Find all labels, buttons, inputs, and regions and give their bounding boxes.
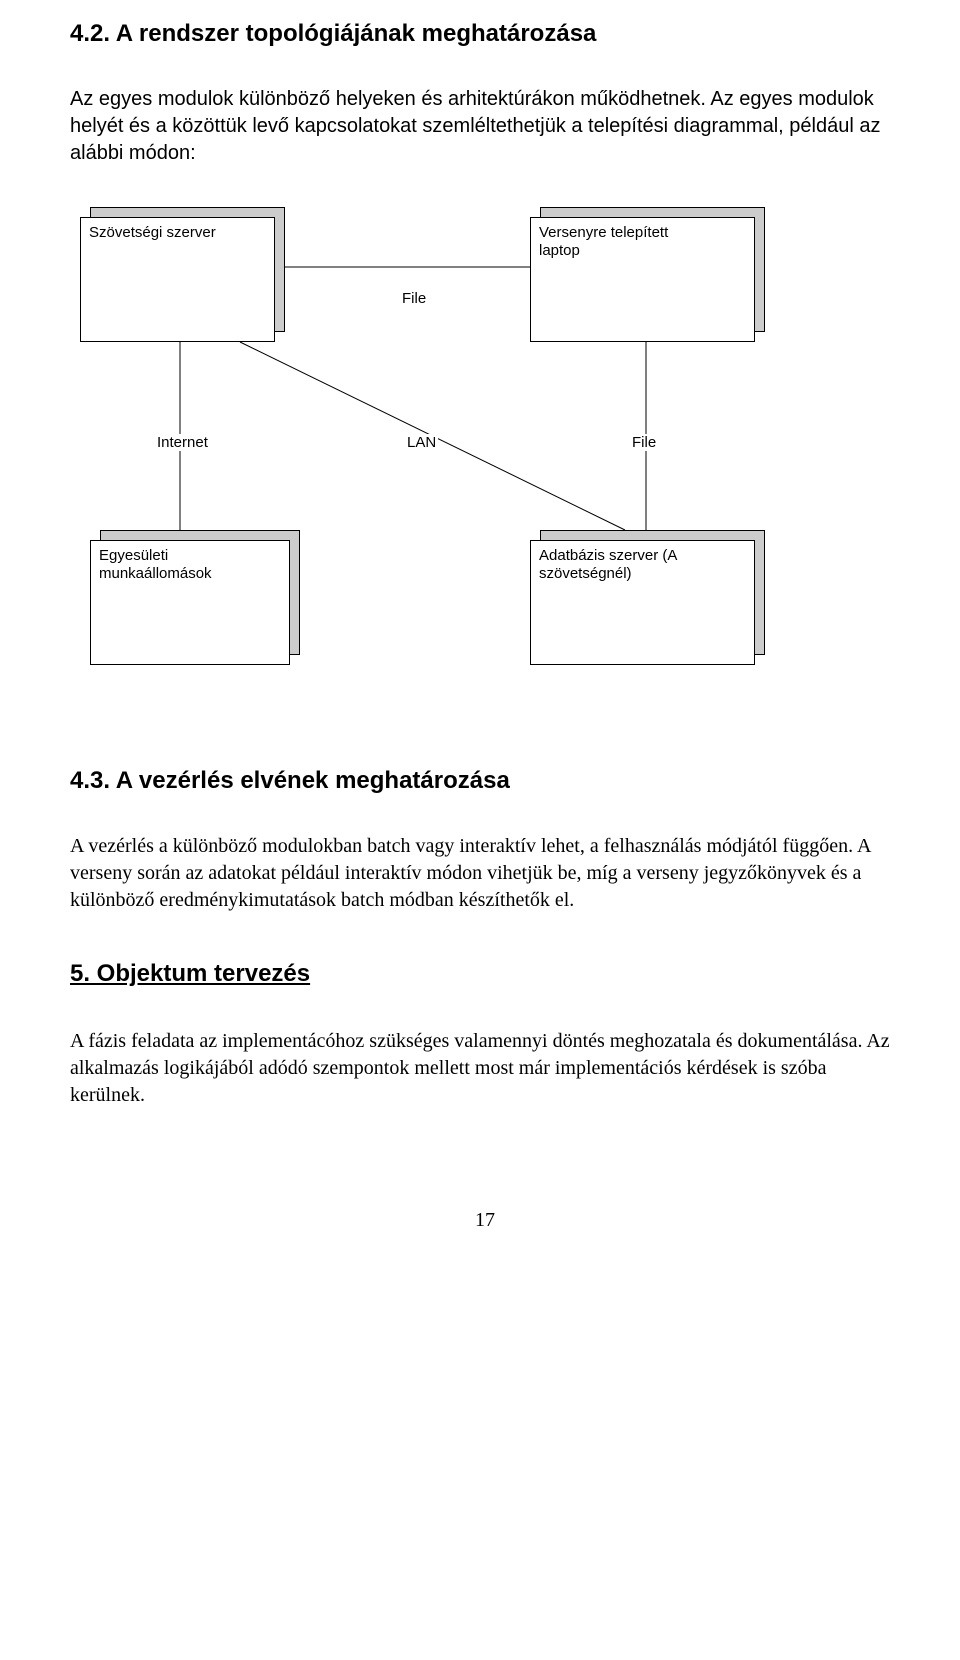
document-page: 4.2. A rendszer topológiájának meghatáro… xyxy=(0,0,960,1272)
deployment-diagram: Szövetségi szerver Versenyre telepített … xyxy=(70,197,890,727)
paragraph-4-2: Az egyes modulok különböző helyeken és a… xyxy=(70,86,900,167)
node-label: Szövetségi szerver xyxy=(89,224,216,241)
node-label-line2: szövetségnél) xyxy=(539,565,746,583)
edge-label-lan: LAN xyxy=(405,434,438,451)
node-label-line1: Adatbázis szerver (A xyxy=(539,547,746,565)
node-label-line2: laptop xyxy=(539,242,746,260)
paragraph-5: A fázis feladata az implementácóhoz szük… xyxy=(70,1028,900,1109)
edge-label-file-top: File xyxy=(400,290,428,307)
node-label-line1: Egyesületi xyxy=(99,547,281,565)
edge-label-internet: Internet xyxy=(155,434,210,451)
heading-4-3: 4.3. A vezérlés elvének meghatározása xyxy=(70,767,900,795)
heading-5: 5. Objektum tervezés xyxy=(70,960,900,988)
paragraph-4-3: A vezérlés a különböző modulokban batch … xyxy=(70,833,900,914)
edge-label-file-right: File xyxy=(630,434,658,451)
node-label-line2: munkaállomások xyxy=(99,565,281,583)
page-number: 17 xyxy=(70,1209,900,1232)
node-label-line1: Versenyre telepített xyxy=(539,224,746,242)
heading-4-2: 4.2. A rendszer topológiájának meghatáro… xyxy=(70,20,900,48)
